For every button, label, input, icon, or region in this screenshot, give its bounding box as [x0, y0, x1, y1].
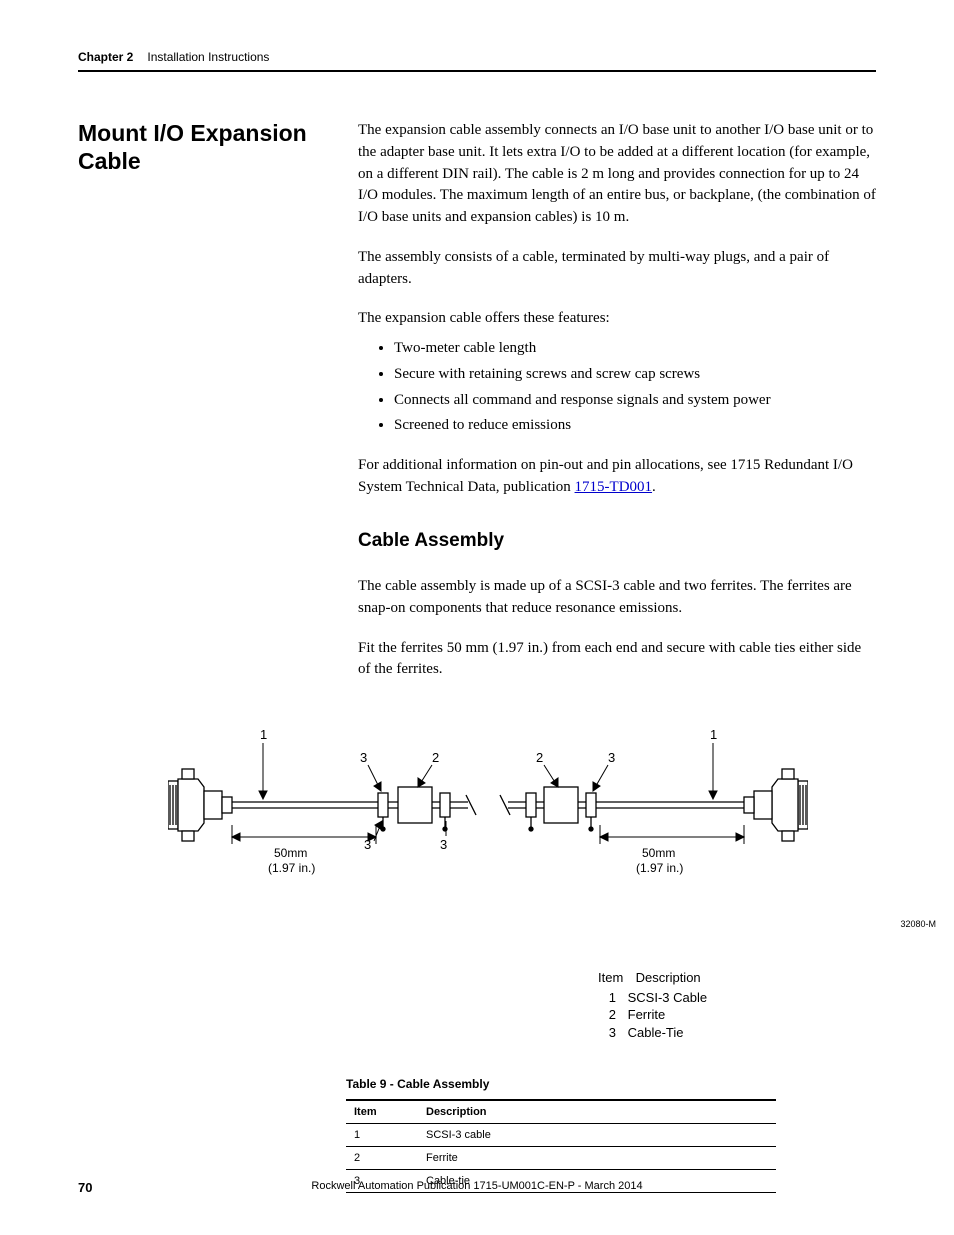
legend-header-desc: Description — [636, 970, 701, 985]
callout-3: 3 — [440, 837, 447, 852]
callout-3: 3 — [608, 750, 615, 765]
page-footer: 70 Rockwell Automation Publication 1715-… — [78, 1180, 876, 1195]
callout-1: 1 — [710, 729, 717, 742]
subsection-heading: Cable Assembly — [358, 527, 876, 555]
text: . — [652, 479, 656, 495]
table-caption: Table 9 - Cable Assembly — [346, 1077, 876, 1091]
publication-info: Rockwell Automation Publication 1715-UM0… — [311, 1180, 642, 1192]
callout-2: 2 — [536, 750, 543, 765]
table-row: 2 Ferrite — [346, 1147, 776, 1170]
legend-header-item: Item — [598, 969, 632, 987]
paragraph: The expansion cable offers these feature… — [358, 308, 876, 330]
chapter-title: Installation Instructions — [147, 50, 269, 64]
feature-list: Two-meter cable length Secure with retai… — [394, 338, 876, 437]
legend-num: 2 — [598, 1006, 624, 1024]
body-column: The expansion cable assembly connects an… — [358, 120, 876, 699]
page-number: 70 — [78, 1180, 92, 1195]
table-cell: Ferrite — [418, 1147, 776, 1170]
paragraph: For additional information on pin-out an… — [358, 455, 876, 499]
section: Mount I/O Expansion Cable The expansion … — [78, 120, 876, 699]
publication-link[interactable]: 1715-TD001 — [575, 479, 653, 495]
table-header: Item — [346, 1100, 418, 1124]
paragraph: The cable assembly is made up of a SCSI-… — [358, 576, 876, 620]
callout-2: 2 — [432, 750, 439, 765]
table-cell: 1 — [346, 1124, 418, 1147]
diagram-legend: Item Description 1 SCSI-3 Cable 2 Ferrit… — [598, 969, 876, 1041]
list-item: Connects all command and response signal… — [394, 390, 876, 412]
legend-num: 1 — [598, 989, 624, 1007]
legend-num: 3 — [598, 1024, 624, 1042]
callout-3: 3 — [360, 750, 367, 765]
section-heading: Mount I/O Expansion Cable — [78, 120, 328, 699]
legend-desc: Ferrite — [628, 1007, 666, 1022]
table-cell: 2 — [346, 1147, 418, 1170]
dim-mm: 50mm — [274, 846, 307, 860]
legend-desc: SCSI-3 Cable — [628, 990, 707, 1005]
paragraph: The assembly consists of a cable, termin… — [358, 247, 876, 291]
chapter-label: Chapter 2 — [78, 50, 133, 64]
dim-in: (1.97 in.) — [268, 861, 315, 875]
table-cell: SCSI-3 cable — [418, 1124, 776, 1147]
page-header: Chapter 2 Installation Instructions — [78, 50, 876, 72]
list-item: Two-meter cable length — [394, 338, 876, 360]
cable-diagram: 1 1 2 2 3 3 3 — [168, 729, 876, 1041]
legend-desc: Cable-Tie — [628, 1025, 684, 1040]
table-header: Description — [418, 1100, 776, 1124]
diagram-id: 32080-M — [900, 919, 936, 929]
dim-mm: 50mm — [642, 846, 675, 860]
callout-1: 1 — [260, 729, 267, 742]
dim-in: (1.97 in.) — [636, 861, 683, 875]
paragraph: Fit the ferrites 50 mm (1.97 in.) from e… — [358, 638, 876, 682]
table-row: 1 SCSI-3 cable — [346, 1124, 776, 1147]
paragraph: The expansion cable assembly connects an… — [358, 120, 876, 229]
list-item: Secure with retaining screws and screw c… — [394, 364, 876, 386]
list-item: Screened to reduce emissions — [394, 415, 876, 437]
cable-diagram-svg: 1 1 2 2 3 3 3 — [168, 729, 808, 959]
